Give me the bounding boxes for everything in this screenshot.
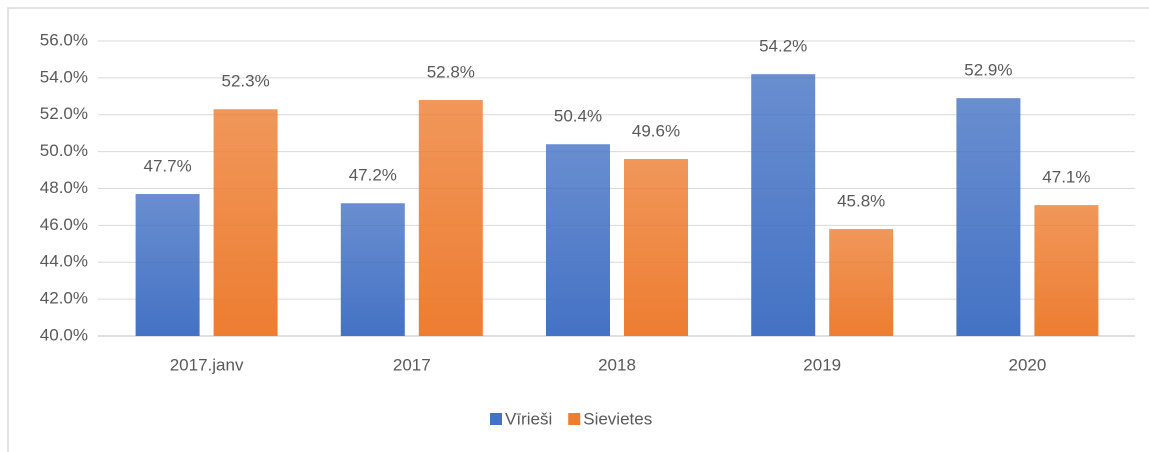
legend-label: Sievietes	[583, 409, 652, 428]
value-label: 52.3%	[221, 72, 269, 91]
x-tick-label: 2017	[393, 355, 431, 374]
bar	[135, 194, 200, 336]
value-label: 52.9%	[964, 61, 1012, 80]
legend-swatch	[568, 413, 581, 425]
bar	[213, 109, 278, 336]
y-tick-label: 52.0%	[40, 104, 88, 123]
x-tick-label: 2019	[803, 355, 841, 374]
legend-swatch	[490, 413, 502, 425]
y-tick-label: 42.0%	[40, 289, 88, 308]
bar	[956, 98, 1021, 336]
bar	[1034, 205, 1099, 336]
y-tick-label: 44.0%	[40, 252, 88, 271]
value-label: 54.2%	[759, 37, 807, 56]
y-tick-label: 48.0%	[40, 178, 88, 197]
value-label: 47.1%	[1042, 168, 1090, 187]
x-tick-label: 2018	[598, 355, 636, 374]
legend-label: Vīrieši	[505, 409, 552, 428]
value-label: 47.2%	[349, 166, 397, 185]
bar	[829, 229, 894, 336]
x-tick-label: 2017.janv	[170, 355, 244, 374]
value-label: 50.4%	[554, 107, 602, 126]
bar	[624, 159, 688, 336]
bar	[751, 74, 816, 336]
value-label: 45.8%	[837, 192, 885, 211]
value-label: 47.7%	[143, 157, 191, 176]
x-tick-label: 2020	[1008, 355, 1046, 374]
bar	[546, 144, 610, 336]
y-tick-label: 56.0%	[40, 30, 88, 49]
bar	[418, 100, 483, 336]
value-label: 52.8%	[427, 62, 475, 81]
value-label: 49.6%	[632, 121, 680, 140]
y-tick-label: 46.0%	[40, 215, 88, 234]
chart-border	[7, 7, 1149, 452]
y-tick-label: 54.0%	[40, 67, 88, 86]
y-tick-label: 50.0%	[40, 141, 88, 160]
y-tick-label: 40.0%	[40, 325, 88, 344]
bar	[340, 203, 405, 336]
